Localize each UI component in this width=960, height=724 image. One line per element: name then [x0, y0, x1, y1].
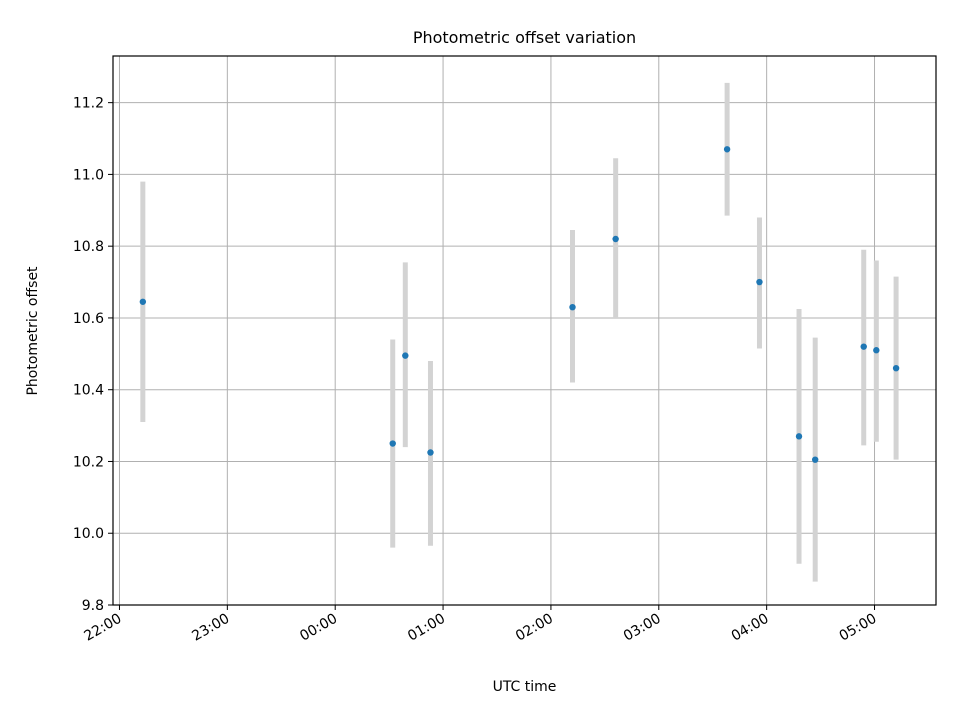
data-point: [892, 364, 900, 372]
x-axis-label: UTC time: [493, 679, 557, 695]
y-tick-label: 11.2: [73, 96, 104, 112]
x-tick-label: 02:00: [513, 611, 556, 645]
y-tick-label: 11.0: [73, 167, 104, 183]
data-point: [389, 440, 396, 447]
point-layer: [139, 146, 900, 463]
y-tick-label: 10.8: [73, 239, 104, 255]
x-tick-label: 22:00: [82, 611, 125, 645]
data-point: [795, 433, 803, 440]
data-point: [811, 456, 819, 463]
x-tick-label: 03:00: [621, 611, 664, 645]
y-tick-label: 10.6: [73, 311, 104, 327]
plot-frame: [112, 55, 937, 606]
y-tick-label: 10.4: [73, 383, 104, 399]
grid-layer: [113, 56, 936, 605]
data-point: [756, 278, 763, 286]
data-point: [723, 146, 731, 153]
tick-layer: 22:00 23:00 00:00 01:00 02:00 03:00 04:00 05:00…: [73, 96, 880, 645]
data-point: [612, 235, 619, 243]
data-point: [139, 298, 147, 305]
errorbar-layer: [140, 82, 899, 582]
y-tick-label: 10.2: [73, 454, 104, 470]
data-point: [427, 449, 434, 456]
data-point: [873, 347, 880, 354]
x-tick-label: 04:00: [729, 611, 772, 645]
data-point: [569, 303, 576, 311]
y-tick-label: 10.0: [73, 526, 104, 542]
x-tick-label: 23:00: [189, 611, 232, 645]
chart-title: Photometric offset variation: [413, 28, 636, 47]
x-tick-label: 01:00: [405, 611, 448, 645]
y-tick-label: 9.8: [82, 598, 104, 614]
data-point: [860, 343, 867, 350]
data-point: [402, 352, 409, 359]
y-axis-label: Photometric offset: [25, 266, 41, 396]
x-tick-label: 05:00: [837, 611, 880, 645]
x-tick-label: 00:00: [297, 611, 340, 645]
